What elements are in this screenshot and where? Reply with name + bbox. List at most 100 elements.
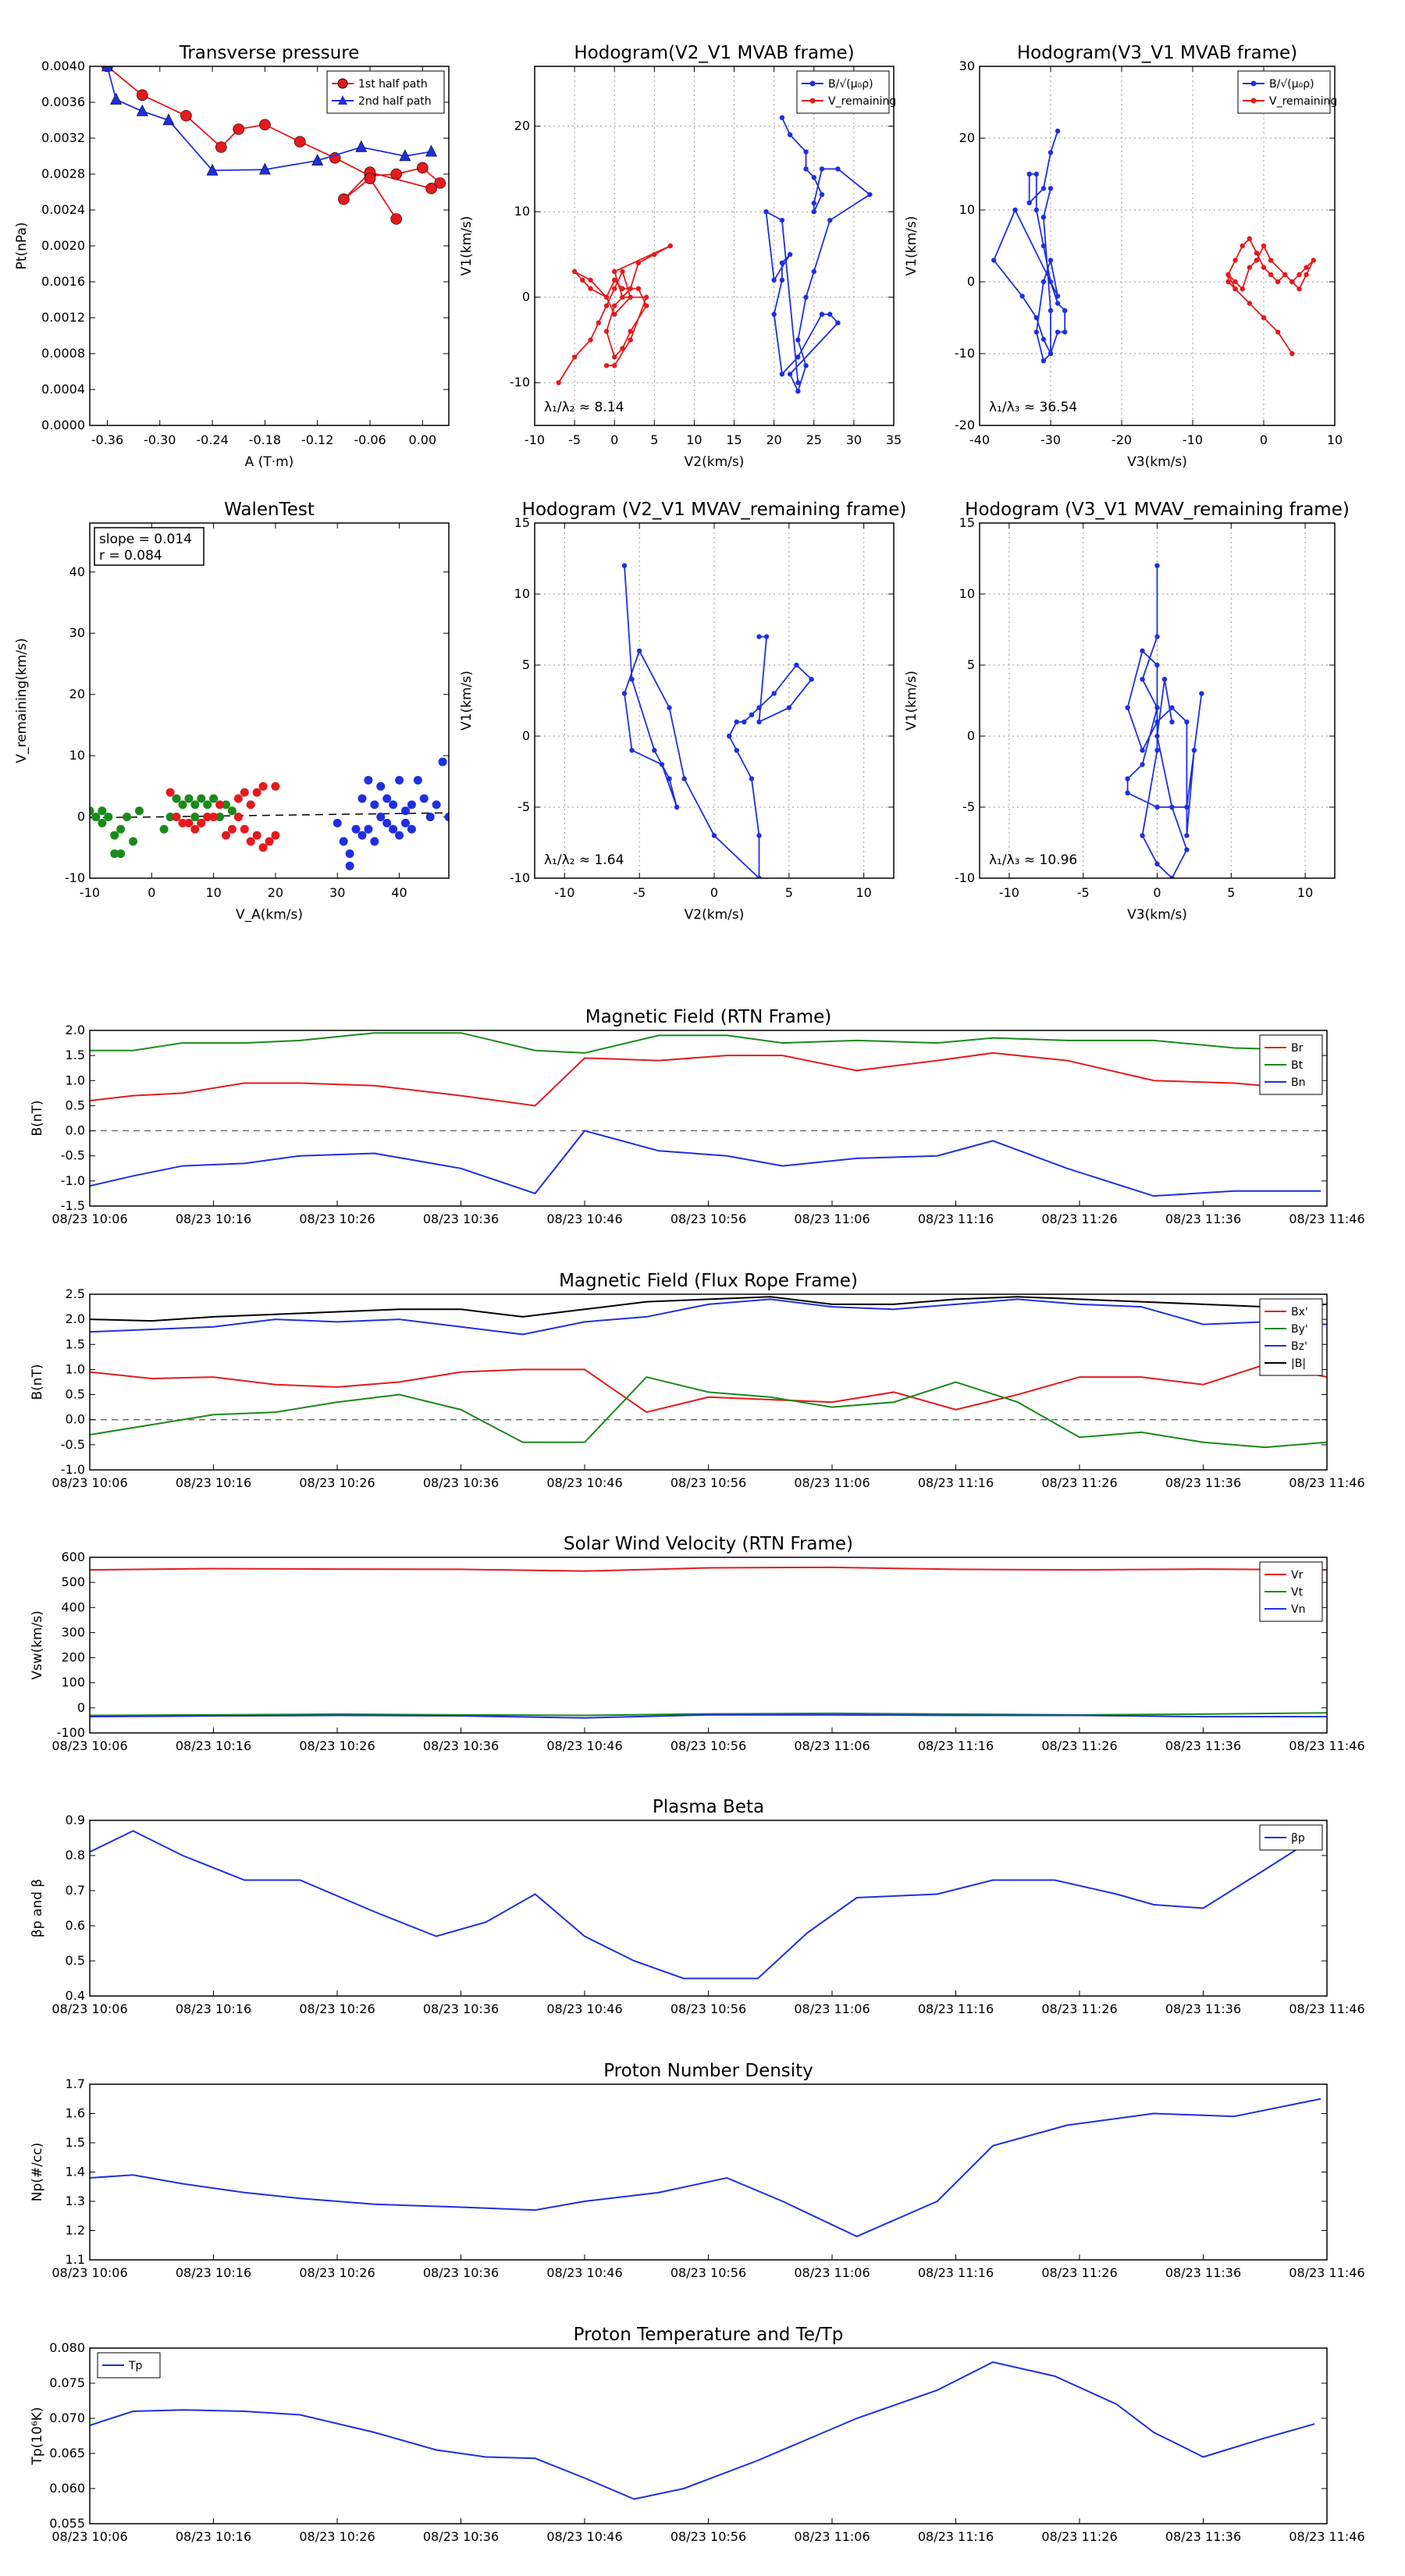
y-tick-label: 0.075 bbox=[49, 2375, 85, 2390]
x-tick-label: 08/23 11:36 bbox=[1165, 2001, 1241, 2016]
data-point bbox=[1055, 301, 1061, 306]
y-tick-label: 0.0 bbox=[66, 1412, 85, 1427]
y-tick-label: 1.5 bbox=[66, 1048, 85, 1062]
data-point bbox=[603, 329, 610, 334]
legend-label: Tp bbox=[128, 2360, 143, 2372]
proton_density-panel: Proton Number Density Np(#/cc) 1.1 1.2 1.3 1.… bbox=[30, 2061, 1365, 2280]
data-point bbox=[395, 831, 404, 840]
data-point bbox=[129, 837, 138, 846]
y-axis-label: V1(km/s) bbox=[904, 216, 919, 276]
eigenvalue-ratio-annotation: λ₁/λ₂ ≈ 1.64 bbox=[544, 852, 624, 868]
y-tick-label: -10 bbox=[510, 375, 530, 390]
series-np-line bbox=[90, 2097, 1321, 2238]
data-point bbox=[215, 141, 227, 153]
y-tick-label: 500 bbox=[61, 1574, 85, 1589]
y-tick-label: 0.6 bbox=[66, 1918, 85, 1933]
data-point bbox=[667, 776, 672, 781]
y-tick-label: 0.0004 bbox=[41, 382, 85, 397]
data-point bbox=[329, 152, 341, 164]
y-tick-label: 0.0040 bbox=[41, 59, 85, 73]
data-point bbox=[1289, 279, 1295, 285]
data-point bbox=[227, 824, 237, 834]
data-point bbox=[1240, 243, 1245, 249]
x-tick-label: 08/23 10:56 bbox=[670, 2265, 746, 2280]
data-point bbox=[1225, 279, 1231, 285]
data-point bbox=[628, 329, 633, 334]
data-point bbox=[1140, 833, 1145, 838]
data-point bbox=[636, 648, 642, 653]
legend-marker bbox=[1250, 80, 1257, 87]
x-tick-label: 10 bbox=[1327, 432, 1343, 447]
data-point bbox=[221, 831, 230, 840]
data-point bbox=[258, 162, 271, 175]
data-point bbox=[1184, 833, 1190, 838]
legend-marker bbox=[809, 80, 816, 87]
legend: βp bbox=[1259, 1824, 1323, 1851]
data-point bbox=[1012, 207, 1018, 213]
y-tick-label: 40 bbox=[69, 564, 85, 579]
data-point bbox=[215, 800, 225, 809]
series--p-line bbox=[90, 1830, 1315, 1980]
data-point bbox=[1304, 272, 1309, 277]
axes-frame bbox=[979, 522, 1336, 879]
x-tick-label: -40 bbox=[969, 432, 990, 447]
data-point bbox=[252, 788, 261, 797]
data-point bbox=[221, 800, 230, 809]
data-point bbox=[580, 277, 585, 283]
plot-area bbox=[1125, 563, 1204, 878]
data-point bbox=[137, 89, 148, 101]
data-point bbox=[1261, 315, 1267, 321]
data-point bbox=[1169, 719, 1175, 724]
x-tick-label: 08/23 10:46 bbox=[546, 2265, 622, 2280]
data-point bbox=[190, 824, 200, 834]
y-tick-label: -1.0 bbox=[61, 1462, 85, 1477]
data-point bbox=[172, 813, 181, 822]
axes-frame bbox=[89, 2083, 1328, 2261]
data-point bbox=[588, 286, 593, 291]
x-tick-label: 08/23 10:06 bbox=[52, 2001, 127, 2016]
proton_temperature-panel: Proton Temperature and Te/Tp Tp(10⁶K) 0.05… bbox=[30, 2325, 1365, 2544]
y-tick-label: 600 bbox=[61, 1550, 85, 1564]
x-tick-label: -10 bbox=[999, 885, 1019, 900]
data-point bbox=[1289, 350, 1295, 357]
data-point bbox=[681, 776, 687, 781]
data-point bbox=[819, 166, 825, 172]
data-point bbox=[227, 806, 237, 816]
data-point bbox=[643, 294, 649, 300]
x-axis-label: V3(km/s) bbox=[1127, 454, 1187, 470]
data-point bbox=[1154, 804, 1160, 810]
data-point bbox=[603, 303, 610, 308]
y-axis-label: B(nT) bbox=[30, 1364, 45, 1400]
legend-label: B/√(μ₀ρ) bbox=[1269, 78, 1314, 91]
y-tick-label: 2.0 bbox=[66, 1023, 85, 1037]
x-tick-label: 08/23 11:06 bbox=[794, 1212, 870, 1226]
x-tick-label: 08/23 10:26 bbox=[299, 2265, 375, 2280]
y-tick-label: 0.0036 bbox=[41, 94, 85, 109]
data-point bbox=[811, 201, 816, 206]
data-point bbox=[620, 294, 625, 300]
legend: B/√(μ₀ρ) V_remaining bbox=[796, 70, 896, 114]
data-point bbox=[178, 800, 187, 809]
data-point bbox=[803, 294, 809, 300]
data-point bbox=[827, 217, 833, 223]
data-point bbox=[1154, 705, 1160, 710]
data-point bbox=[351, 824, 361, 834]
series-bz--line bbox=[90, 1298, 1327, 1336]
y-tick-label: 30 bbox=[959, 59, 975, 73]
data-point bbox=[1232, 258, 1238, 263]
chart-title: Hodogram (V3_V1 MVAV_remaining frame) bbox=[965, 500, 1350, 520]
series-v-remaining-line bbox=[1227, 237, 1314, 354]
x-tick-label: 08/23 10:36 bbox=[423, 1738, 499, 1753]
data-point bbox=[1125, 705, 1130, 710]
y-tick-label: 0.5 bbox=[66, 1387, 85, 1402]
data-point bbox=[795, 354, 801, 360]
legend-label: βp bbox=[1291, 1832, 1305, 1845]
data-point bbox=[620, 269, 625, 275]
magnetic_field_rtn-panel: Magnetic Field (RTN Frame) B(nT) -1.5 -1.0 -… bbox=[30, 1007, 1365, 1226]
data-point bbox=[771, 311, 777, 317]
data-point bbox=[1040, 336, 1047, 342]
y-tick-label: 0.060 bbox=[49, 2481, 85, 2496]
x-tick-label: 08/23 11:06 bbox=[794, 1475, 870, 1490]
data-point bbox=[1140, 748, 1145, 753]
x-tick-label: 0 bbox=[610, 432, 618, 447]
